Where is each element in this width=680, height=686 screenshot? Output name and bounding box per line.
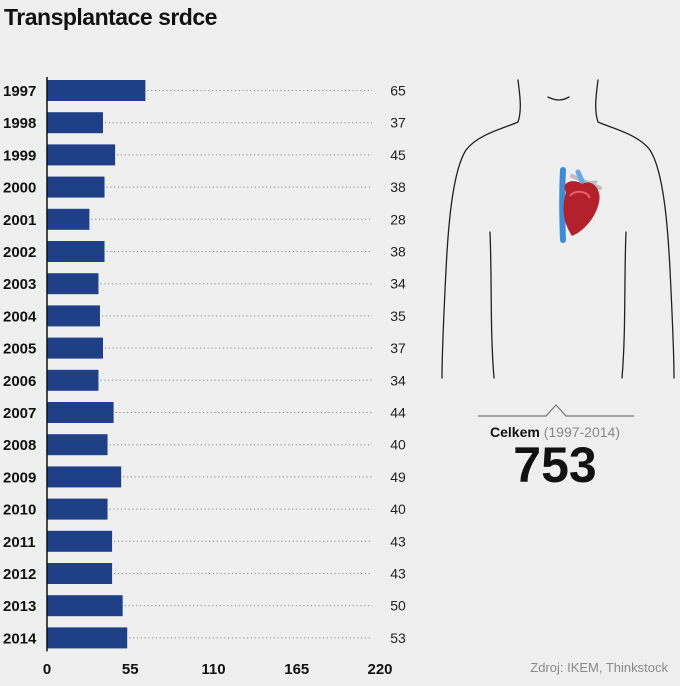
bar — [47, 627, 128, 649]
bar — [47, 402, 114, 423]
chart-title: Transplantace srdce — [4, 4, 217, 30]
year-label: 1998 — [3, 115, 36, 132]
year-label: 2011 — [3, 534, 36, 551]
bar — [47, 273, 99, 295]
value-label: 49 — [390, 469, 406, 485]
year-label: 2008 — [3, 437, 36, 454]
year-label: 1997 — [3, 83, 36, 100]
value-label: 37 — [390, 115, 406, 131]
bar — [47, 80, 146, 101]
heart-icon — [559, 167, 602, 243]
year-label: 2002 — [3, 244, 36, 261]
value-label: 35 — [390, 308, 406, 324]
bar — [47, 208, 90, 230]
bar — [47, 595, 123, 617]
bar — [47, 144, 116, 166]
value-label: 40 — [390, 501, 406, 517]
year-label: 2004 — [3, 308, 37, 325]
year-label: 2013 — [3, 598, 36, 615]
year-label: 2009 — [3, 469, 36, 486]
value-label: 37 — [390, 340, 406, 356]
year-label: 2012 — [3, 566, 36, 583]
year-label: 2001 — [3, 212, 36, 229]
value-label: 45 — [390, 147, 406, 163]
year-label: 1999 — [3, 147, 36, 164]
value-label: 28 — [390, 211, 406, 227]
value-label: 38 — [390, 244, 406, 260]
value-label: 50 — [390, 598, 406, 614]
year-label: 2003 — [3, 276, 36, 293]
bar — [47, 112, 104, 134]
bar — [47, 466, 122, 488]
value-label: 43 — [390, 533, 406, 549]
x-tick-label: 165 — [284, 661, 309, 678]
year-label: 2005 — [3, 341, 36, 358]
total-block: Celkem (1997-2014) 753 — [470, 400, 640, 490]
bar — [47, 241, 105, 262]
value-label: 40 — [390, 437, 406, 453]
year-label: 2000 — [3, 180, 36, 197]
bar — [47, 563, 113, 584]
bar — [47, 369, 99, 391]
year-label: 2006 — [3, 373, 36, 390]
bar — [47, 176, 105, 198]
bar — [47, 498, 108, 520]
x-tick-label: 220 — [367, 661, 392, 678]
year-label: 2007 — [3, 405, 36, 422]
value-label: 44 — [390, 405, 406, 421]
year-label: 2010 — [3, 502, 36, 519]
bar — [47, 305, 100, 327]
value-label: 34 — [390, 276, 406, 292]
bar — [47, 530, 113, 552]
value-label: 53 — [390, 630, 406, 646]
value-label: 34 — [390, 372, 406, 388]
value-label: 38 — [390, 179, 406, 195]
x-tick-label: 55 — [122, 661, 139, 678]
total-label: Celkem — [490, 424, 540, 440]
value-label: 43 — [390, 566, 406, 582]
value-label: 65 — [390, 83, 406, 99]
x-tick-label: 110 — [201, 661, 225, 678]
bar — [47, 337, 104, 359]
bar — [47, 434, 108, 456]
total-caption: Celkem (1997-2014) — [470, 424, 640, 440]
source-note: Zdroj: IKEM, Thinkstock — [530, 660, 668, 675]
total-period: (1997-2014) — [543, 424, 620, 440]
x-tick-label: 0 — [43, 661, 51, 678]
year-label: 2014 — [3, 630, 37, 647]
total-value: 753 — [513, 437, 597, 493]
